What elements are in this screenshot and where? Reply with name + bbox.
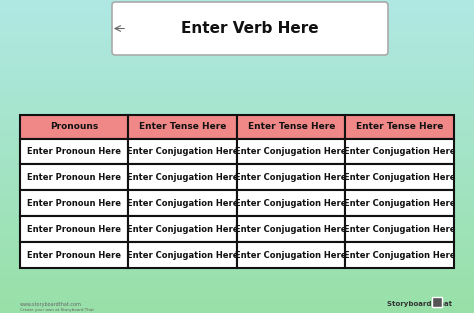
Text: Enter Conjugation Here: Enter Conjugation Here	[127, 199, 238, 208]
Bar	[346, 115, 454, 139]
Bar	[346, 164, 454, 190]
Bar	[20, 216, 128, 242]
Bar	[346, 242, 454, 268]
Bar	[432, 297, 442, 307]
Text: Pronouns: Pronouns	[50, 122, 99, 131]
Text: Enter Verb Here: Enter Verb Here	[181, 21, 319, 36]
Text: www.storyboardthat.com: www.storyboardthat.com	[20, 302, 82, 307]
Text: Storyboard That: Storyboard That	[387, 301, 452, 307]
Text: Enter Conjugation Here: Enter Conjugation Here	[236, 199, 347, 208]
Text: Enter Tense Here: Enter Tense Here	[247, 122, 335, 131]
Text: Enter Pronoun Here: Enter Pronoun Here	[27, 250, 121, 259]
Text: Enter Conjugation Here: Enter Conjugation Here	[127, 173, 238, 182]
Bar	[237, 115, 346, 139]
Bar	[237, 216, 346, 242]
Text: Create your own at Storyboard That: Create your own at Storyboard That	[20, 308, 94, 312]
Bar	[346, 190, 454, 216]
Bar	[237, 242, 346, 268]
Bar	[128, 139, 237, 164]
Text: Enter Conjugation Here: Enter Conjugation Here	[344, 199, 456, 208]
FancyBboxPatch shape	[112, 2, 388, 55]
Text: Enter Tense Here: Enter Tense Here	[139, 122, 227, 131]
Bar	[20, 115, 128, 139]
Text: Enter Conjugation Here: Enter Conjugation Here	[236, 173, 347, 182]
Bar	[346, 139, 454, 164]
Text: Enter Pronoun Here: Enter Pronoun Here	[27, 173, 121, 182]
Text: Enter Conjugation Here: Enter Conjugation Here	[344, 147, 456, 156]
Text: Enter Pronoun Here: Enter Pronoun Here	[27, 199, 121, 208]
Bar	[20, 164, 128, 190]
Bar	[346, 216, 454, 242]
Text: Enter Conjugation Here: Enter Conjugation Here	[127, 225, 238, 234]
Text: Enter Conjugation Here: Enter Conjugation Here	[236, 225, 347, 234]
Text: Enter Conjugation Here: Enter Conjugation Here	[236, 250, 347, 259]
Text: Enter Conjugation Here: Enter Conjugation Here	[127, 147, 238, 156]
Bar	[128, 164, 237, 190]
Bar	[128, 115, 237, 139]
Bar	[432, 297, 442, 307]
Bar	[128, 216, 237, 242]
Text: Enter Conjugation Here: Enter Conjugation Here	[344, 225, 456, 234]
Text: Enter Conjugation Here: Enter Conjugation Here	[127, 250, 238, 259]
Bar	[128, 242, 237, 268]
Bar	[237, 164, 346, 190]
Text: Enter Pronoun Here: Enter Pronoun Here	[27, 225, 121, 234]
Bar	[128, 190, 237, 216]
Bar	[20, 242, 128, 268]
Bar	[237, 190, 346, 216]
Text: Enter Pronoun Here: Enter Pronoun Here	[27, 147, 121, 156]
Text: Enter Tense Here: Enter Tense Here	[356, 122, 444, 131]
Bar	[20, 139, 128, 164]
Bar	[237, 139, 346, 164]
Text: Enter Conjugation Here: Enter Conjugation Here	[344, 173, 456, 182]
Bar	[20, 190, 128, 216]
Text: Enter Conjugation Here: Enter Conjugation Here	[236, 147, 347, 156]
Text: Enter Conjugation Here: Enter Conjugation Here	[344, 250, 456, 259]
